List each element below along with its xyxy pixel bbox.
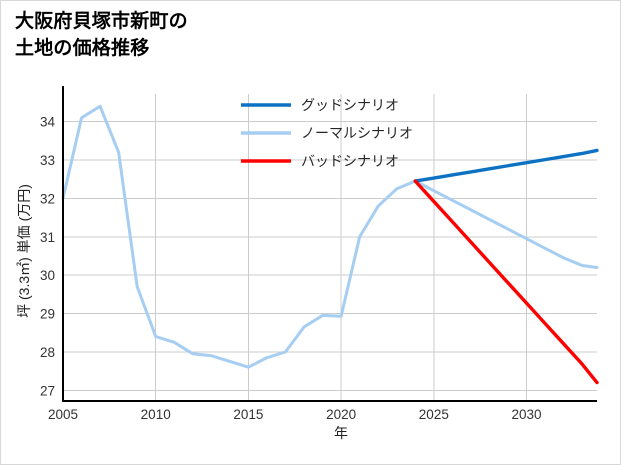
page-title: 大阪府貝塚市新町の 土地の価格推移 [15,11,188,59]
y-tick-label: 29 [40,307,55,322]
y-tick-label: 34 [40,115,56,130]
series-group [61,104,599,385]
y-axis-title: 坪 (3.3㎡) 単価 (万円) [16,184,32,318]
x-tick-label: 2030 [512,407,542,422]
legend-label-normal: ノーマルシナリオ [301,125,413,141]
x-tick-label: 2020 [326,407,356,422]
y-tick-labels: 27 28 29 30 31 32 33 34 [40,115,56,399]
x-tick-label: 2015 [233,407,263,422]
x-tick-labels: 2005 2010 2015 2020 2025 2030 [48,407,542,422]
gridlines-group [62,94,597,401]
series-line-bad [413,179,599,385]
y-tick-label: 32 [40,191,55,206]
y-tick-label: 33 [40,153,55,168]
y-tick-label: 30 [40,268,55,283]
legend-label-bad: バッドシナリオ [301,153,399,169]
axis-spines [62,86,597,402]
x-tick-label: 2025 [419,407,449,422]
x-axis-title: 年 [334,425,348,441]
y-tick-label: 27 [40,383,55,398]
legend-label-good: グッドシナリオ [301,97,399,113]
series-line-normal [61,104,599,369]
series-line-good [413,148,599,183]
y-tick-label: 31 [40,230,55,245]
y-tick-label: 28 [40,345,55,360]
x-tick-label: 2005 [48,407,78,422]
x-tick-label: 2010 [141,407,171,422]
